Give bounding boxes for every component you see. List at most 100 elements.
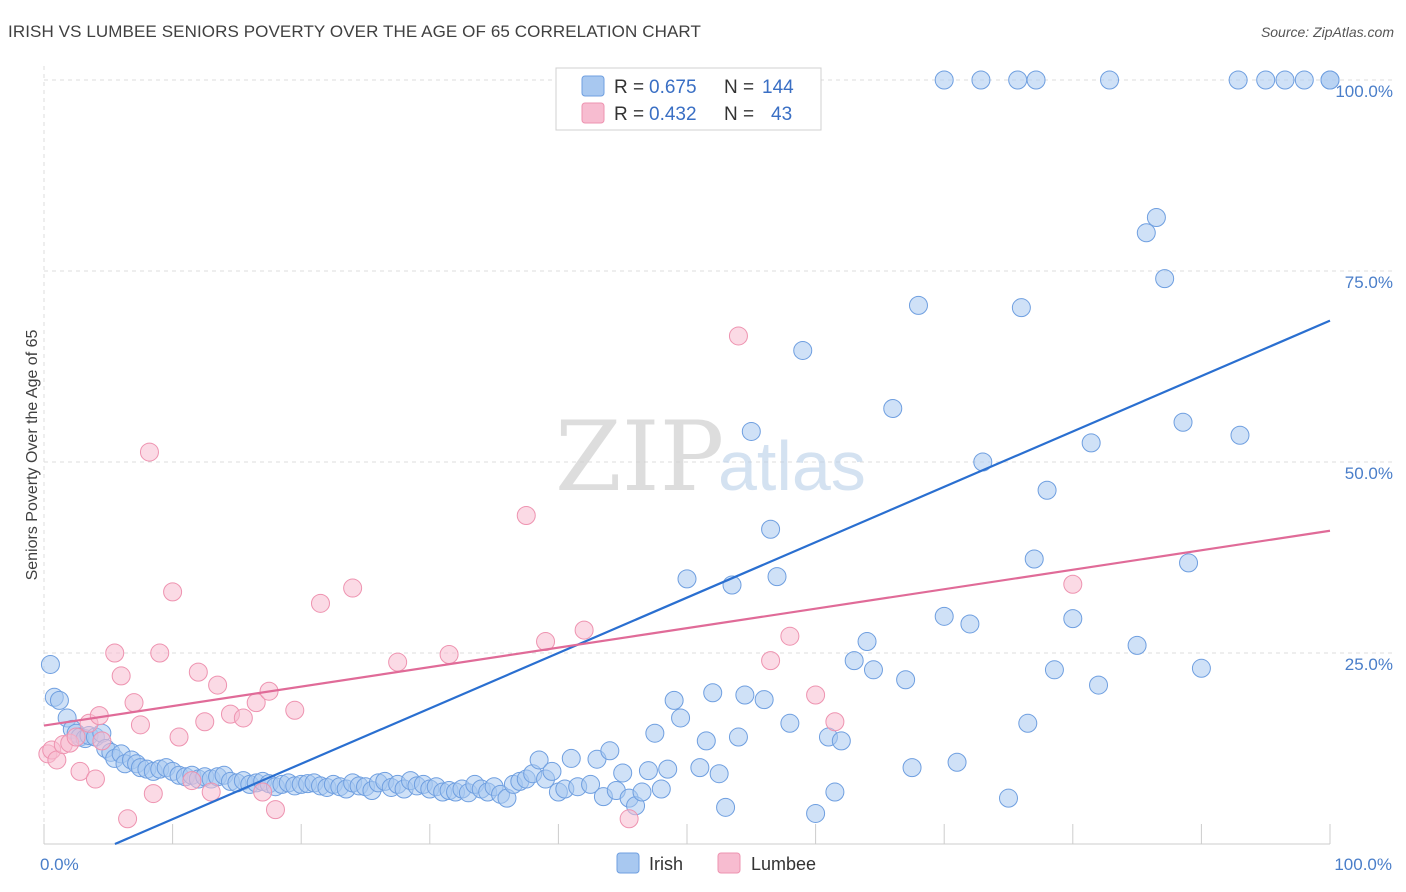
irish-point-134 (1018, 713, 1038, 733)
lumbee-point-33 (310, 593, 330, 613)
lumbee-point-42 (761, 651, 781, 671)
irish-point-102 (677, 569, 697, 589)
irish-point-153 (1081, 433, 1101, 453)
legend-r-value-lumbee: 0.432 (649, 104, 697, 125)
irish-point-136 (1037, 480, 1057, 500)
lumbee-point-8 (85, 769, 105, 789)
irish-point-155 (1136, 223, 1156, 243)
irish-point-146 (1294, 70, 1314, 90)
watermark-atlas: atlas (718, 427, 866, 505)
lumbee-point-34 (343, 578, 363, 598)
lumbee-point-10 (92, 731, 112, 751)
stats-legend: R = 0.675 N = 144 R = 0.432 N = 43 (555, 67, 822, 131)
lumbee-point-24 (201, 782, 221, 802)
irish-point-154 (1100, 70, 1120, 90)
irish-point-151 (1026, 70, 1046, 90)
irish-point-95 (632, 782, 652, 802)
irish-point-107 (716, 797, 736, 817)
irish-point-148 (934, 70, 954, 90)
x-tick-marks (43, 824, 1331, 844)
irish-point-101 (671, 708, 691, 728)
irish-point-152 (1044, 660, 1064, 680)
legend-r-value-irish: 0.675 (649, 77, 697, 98)
lumbee-point-21 (182, 771, 202, 791)
y-tick-label-1: 50.0% (1345, 464, 1393, 483)
irish-point-122 (857, 632, 877, 652)
irish-point-111 (741, 421, 761, 441)
irish-point-149 (971, 70, 991, 90)
lumbee-point-29 (253, 782, 273, 802)
irish-point-115 (780, 713, 800, 733)
irish-point-129 (947, 752, 967, 772)
legend-n-label-irish: N = (724, 77, 754, 98)
irish-point-109 (728, 727, 748, 747)
lumbee-point-5 (66, 727, 86, 747)
watermark: ZIP atlas (555, 401, 866, 513)
irish-point-80 (529, 750, 549, 770)
lumbee-trend-line (43, 529, 1331, 727)
lumbee-point-43 (780, 626, 800, 646)
irish-point-87 (581, 774, 601, 794)
bottom-legend-swatch-lumbee (717, 852, 741, 874)
lumbee-point-37 (516, 505, 536, 525)
irish-point-120 (831, 731, 851, 751)
lumbee-point-46 (1063, 574, 1083, 594)
series-legend: Irish Lumbee (616, 852, 816, 874)
bottom-legend-label-irish: Irish (649, 854, 683, 874)
legend-swatch-irish (581, 75, 605, 97)
irish-point-2 (49, 690, 69, 710)
lumbee-point-12 (111, 666, 131, 686)
irish-point-126 (902, 758, 922, 778)
lumbee-point-41 (728, 326, 748, 346)
legend-r-label-irish: R = (614, 77, 644, 98)
chart-title: IRISH VS LUMBEE SENIORS POVERTY OVER THE… (8, 22, 701, 41)
x-tick-label-min: 0.0% (40, 855, 79, 874)
legend-n-label-lumbee: N = (724, 104, 754, 125)
lumbee-point-20 (169, 727, 189, 747)
watermark-zip: ZIP (555, 401, 724, 513)
lumbee-point-25 (208, 675, 228, 695)
irish-point-96 (638, 761, 658, 781)
irish-point-85 (561, 748, 581, 768)
irish-point-137 (1063, 609, 1083, 629)
y-axis-label: Seniors Poverty Over the Age of 65 (24, 330, 41, 581)
irish-point-144 (1256, 70, 1276, 90)
irish-point-139 (1127, 635, 1147, 655)
irish-points (40, 70, 1340, 823)
lumbee-point-39 (574, 620, 594, 640)
irish-point-97 (645, 723, 665, 743)
legend-swatch-lumbee (581, 102, 605, 124)
irish-point-127 (908, 295, 928, 315)
irish-point-0 (40, 654, 60, 674)
bottom-legend-label-lumbee: Lumbee (751, 854, 816, 874)
irish-point-113 (761, 519, 781, 539)
irish-point-119 (825, 782, 845, 802)
irish-point-114 (767, 567, 787, 587)
lumbee-point-22 (188, 662, 208, 682)
irish-point-158 (1228, 70, 1248, 90)
irish-point-103 (690, 758, 710, 778)
irish-point-130 (960, 614, 980, 634)
irish-point-159 (1320, 70, 1340, 90)
lumbee-point-27 (233, 708, 253, 728)
lumbee-point-6 (70, 761, 90, 781)
lumbee-point-45 (825, 712, 845, 732)
irish-point-117 (806, 803, 826, 823)
irish-point-104 (696, 731, 716, 751)
y-tick-label-2: 75.0% (1345, 273, 1393, 292)
irish-point-110 (735, 685, 755, 705)
irish-point-138 (1089, 675, 1109, 695)
irish-point-112 (754, 690, 774, 710)
irish-point-133 (1011, 298, 1031, 318)
irish-point-157 (1173, 412, 1193, 432)
irish-point-100 (664, 690, 684, 710)
lumbee-point-19 (163, 582, 183, 602)
irish-point-128 (934, 606, 954, 626)
y-tick-label-0: 25.0% (1345, 655, 1393, 674)
irish-point-145 (1275, 70, 1295, 90)
irish-point-116 (793, 340, 813, 360)
lumbee-point-13 (118, 809, 138, 829)
irish-point-156 (1155, 269, 1175, 289)
source-label: Source: ZipAtlas.com (1260, 24, 1394, 40)
